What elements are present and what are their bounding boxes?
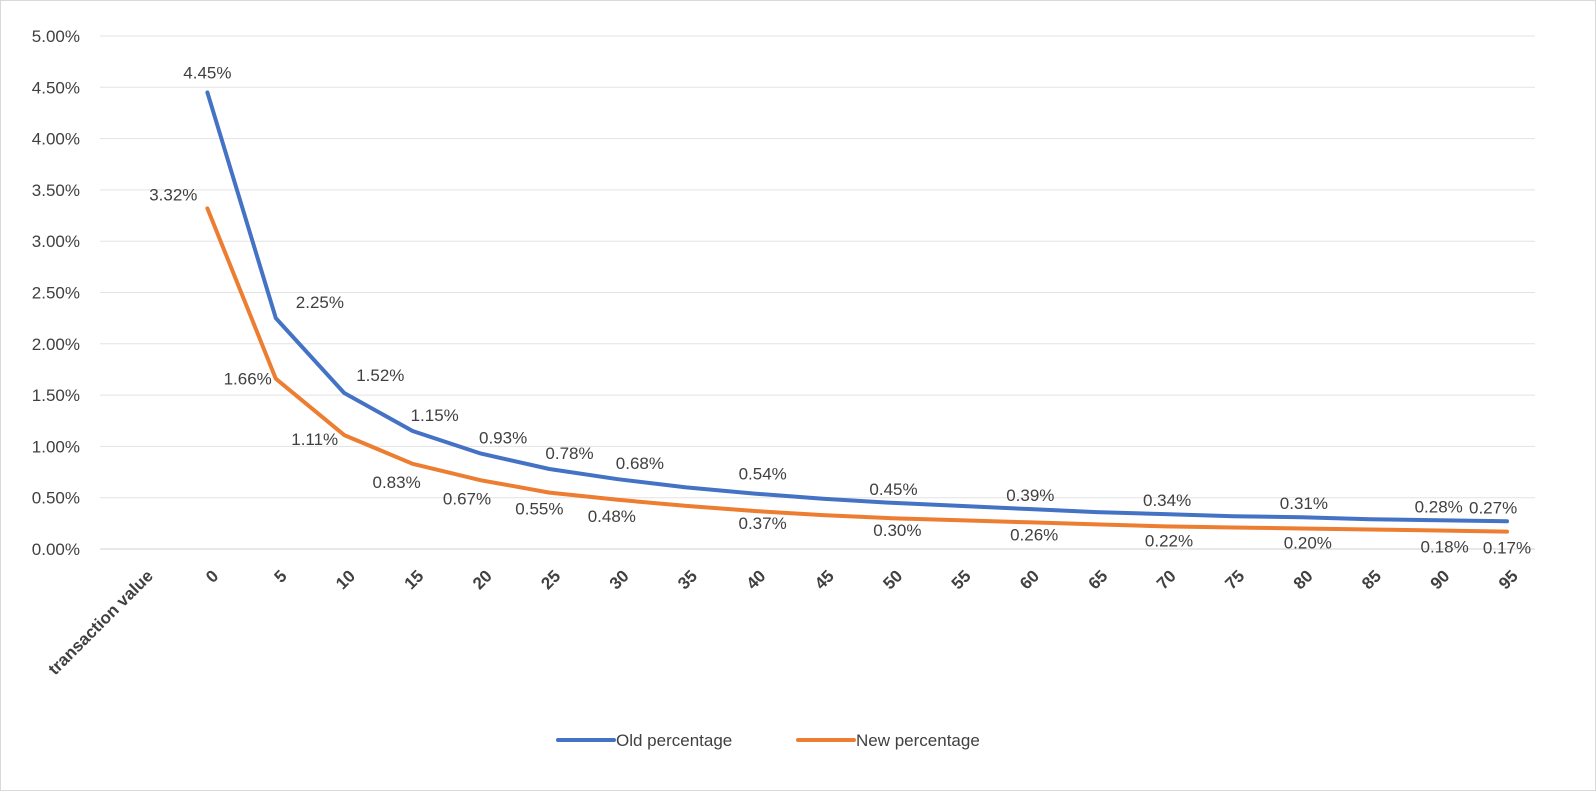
series-lines [205, 90, 1509, 534]
data-label: 0.22% [1145, 531, 1193, 550]
data-label: 3.32% [149, 185, 197, 204]
data-labels: 4.45% 2.25% 1.52% 1.15% 0.93% 0.78% 0.68% 0.54%… [149, 63, 1531, 557]
data-label: 0.34% [1143, 491, 1191, 510]
data-label: 0.17% [1483, 539, 1531, 558]
y-tick-label: 2.50% [32, 284, 80, 303]
data-label: 0.18% [1420, 538, 1468, 557]
data-label: 0.78% [545, 444, 593, 463]
data-label: 0.28% [1415, 497, 1463, 516]
y-tick-label: 3.00% [32, 232, 80, 251]
data-label: 0.27% [1469, 498, 1517, 517]
data-label: 1.66% [224, 370, 272, 389]
y-tick-label: 5.00% [32, 27, 80, 46]
data-label: 4.45% [183, 63, 231, 82]
y-tick-label: 2.00% [32, 335, 80, 354]
y-tick-label: 3.50% [32, 181, 80, 200]
data-label: 0.54% [739, 465, 787, 484]
y-tick-label: 0.00% [32, 540, 80, 559]
y-tick-label: 4.50% [32, 78, 80, 97]
y-axis: 0.00% 0.50% 1.00% 1.50% 2.00% 2.50% 3.00% 3.50%… [32, 27, 80, 559]
data-label: 0.31% [1280, 494, 1328, 513]
data-label: 0.68% [616, 454, 664, 473]
legend: Old percentage New percentage [556, 731, 980, 750]
data-label: 1.11% [291, 430, 338, 449]
data-label: 0.83% [372, 473, 420, 492]
legend-label: New percentage [856, 731, 980, 750]
data-label: 0.26% [1010, 525, 1058, 544]
data-label: 0.30% [873, 521, 921, 540]
y-tick-label: 0.50% [32, 489, 80, 508]
data-label: 0.67% [443, 489, 491, 508]
y-tick-label: 1.50% [32, 386, 80, 405]
data-label: 0.45% [869, 480, 917, 499]
data-label: 2.25% [296, 293, 344, 312]
y-tick-label: 4.00% [32, 130, 80, 149]
data-label: 1.52% [356, 366, 404, 385]
legend-label: Old percentage [616, 731, 732, 750]
data-label: 0.20% [1284, 533, 1332, 552]
y-tick-label: 1.00% [32, 437, 80, 456]
data-label: 1.15% [411, 406, 459, 425]
data-label: 0.37% [738, 514, 786, 533]
series-line-old-percentage [205, 90, 1509, 524]
gridlines [100, 35, 1535, 550]
data-label: 0.48% [588, 507, 636, 526]
data-label: 0.93% [479, 429, 527, 448]
series-line-new-percentage [205, 206, 1509, 534]
data-label: 0.39% [1006, 486, 1054, 505]
data-label: 0.55% [515, 500, 563, 519]
